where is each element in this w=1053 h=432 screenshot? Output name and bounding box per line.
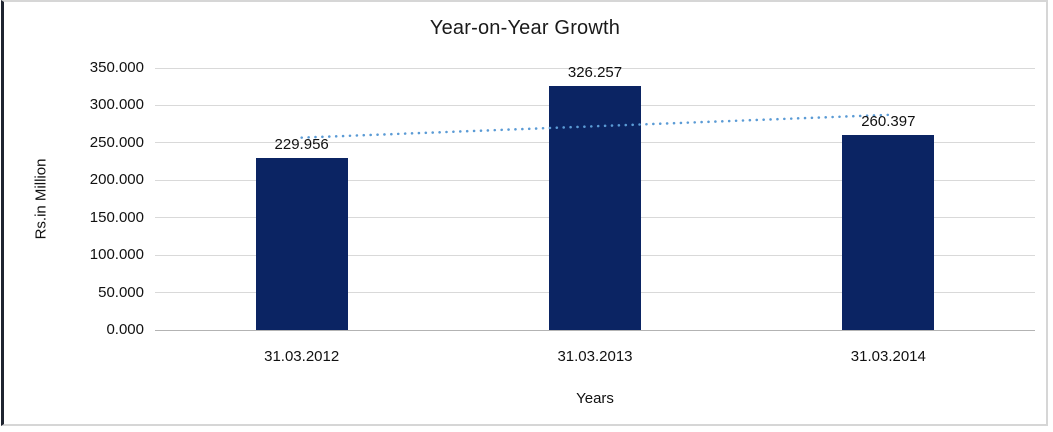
y-tick-label: 150.000 — [89, 208, 144, 226]
y-tick-label: 0.000 — [106, 321, 144, 338]
x-axis-line — [155, 329, 1035, 331]
y-tick-label: 200.000 — [89, 171, 144, 189]
y-tick-label: 100.000 — [89, 246, 144, 264]
data-label: 229.956 — [274, 135, 329, 153]
bar-31.03.2014 — [842, 135, 935, 330]
x-tick-label: 31.03.2013 — [557, 348, 633, 365]
x-tick-label: 31.03.2014 — [850, 348, 926, 365]
y-tick-label: 50.000 — [98, 283, 144, 301]
data-label: 260.397 — [861, 113, 916, 131]
y-tick-label: 300.000 — [89, 96, 144, 114]
bar-31.03.2013 — [549, 85, 641, 330]
x-axis-title: Years — [576, 390, 614, 407]
data-label: 326.257 — [567, 63, 623, 81]
gridline — [155, 67, 1035, 69]
y-tick-label: 250.000 — [89, 133, 144, 151]
y-tick-label: 350.000 — [89, 59, 144, 76]
bar-31.03.2012 — [255, 157, 348, 330]
chart-title: Year-on-Year Growth — [429, 17, 621, 39]
x-tick-label: 31.03.2012 — [264, 348, 340, 365]
